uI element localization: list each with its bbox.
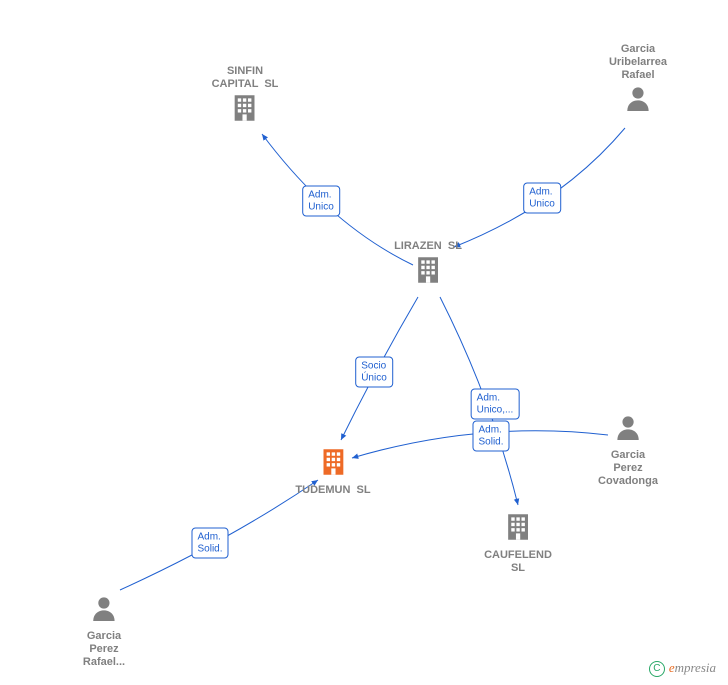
person-icon [598,412,658,449]
building-icon [394,253,462,292]
edge-label-garcia_perez_covadonga-tudemun: Adm. Solid. [472,421,509,452]
node-garcia_uribelarrea[interactable]: Garcia Uribelarrea Rafael [609,43,667,120]
node-label: SINFIN CAPITAL SL [212,65,279,91]
node-label: Garcia Perez Rafael... [83,630,125,670]
brand-rest: mpresia [675,660,716,675]
footer-credit: Cempresia [649,660,716,677]
building-icon [212,91,279,130]
person-icon [609,83,667,120]
edge-label-lirazen-sinfin: Adm. Unico [302,186,340,217]
person-icon [83,593,125,630]
node-label: CAUFELEND SL [484,549,552,575]
node-label: LIRAZEN SL [394,240,462,253]
node-tudemun[interactable]: TUDEMUN SL [295,445,370,497]
node-caufelend[interactable]: CAUFELEND SL [484,510,552,575]
node-label: TUDEMUN SL [295,484,370,497]
node-sinfin[interactable]: SINFIN CAPITAL SL [212,65,279,130]
building-icon [484,510,552,549]
node-garcia_perez_rafael[interactable]: Garcia Perez Rafael... [83,593,125,670]
node-label: Garcia Perez Covadonga [598,449,658,489]
edge-label-lirazen-caufelend: Adm. Unico,... [471,389,520,420]
node-lirazen[interactable]: LIRAZEN SL [394,240,462,292]
node-label: Garcia Uribelarrea Rafael [609,43,667,83]
building-icon [295,445,370,484]
edge-label-lirazen-tudemun: Socio Único [355,357,393,388]
edge-label-garcia_perez_rafael-tudemun: Adm. Solid. [191,528,228,559]
edge-label-garcia_uribelarrea-lirazen: Adm. Unico [523,183,561,214]
node-garcia_perez_covadonga[interactable]: Garcia Perez Covadonga [598,412,658,489]
network-diagram: SINFIN CAPITAL SL Garcia Uribelarrea Raf… [0,0,728,685]
copyright-icon: C [649,661,665,677]
